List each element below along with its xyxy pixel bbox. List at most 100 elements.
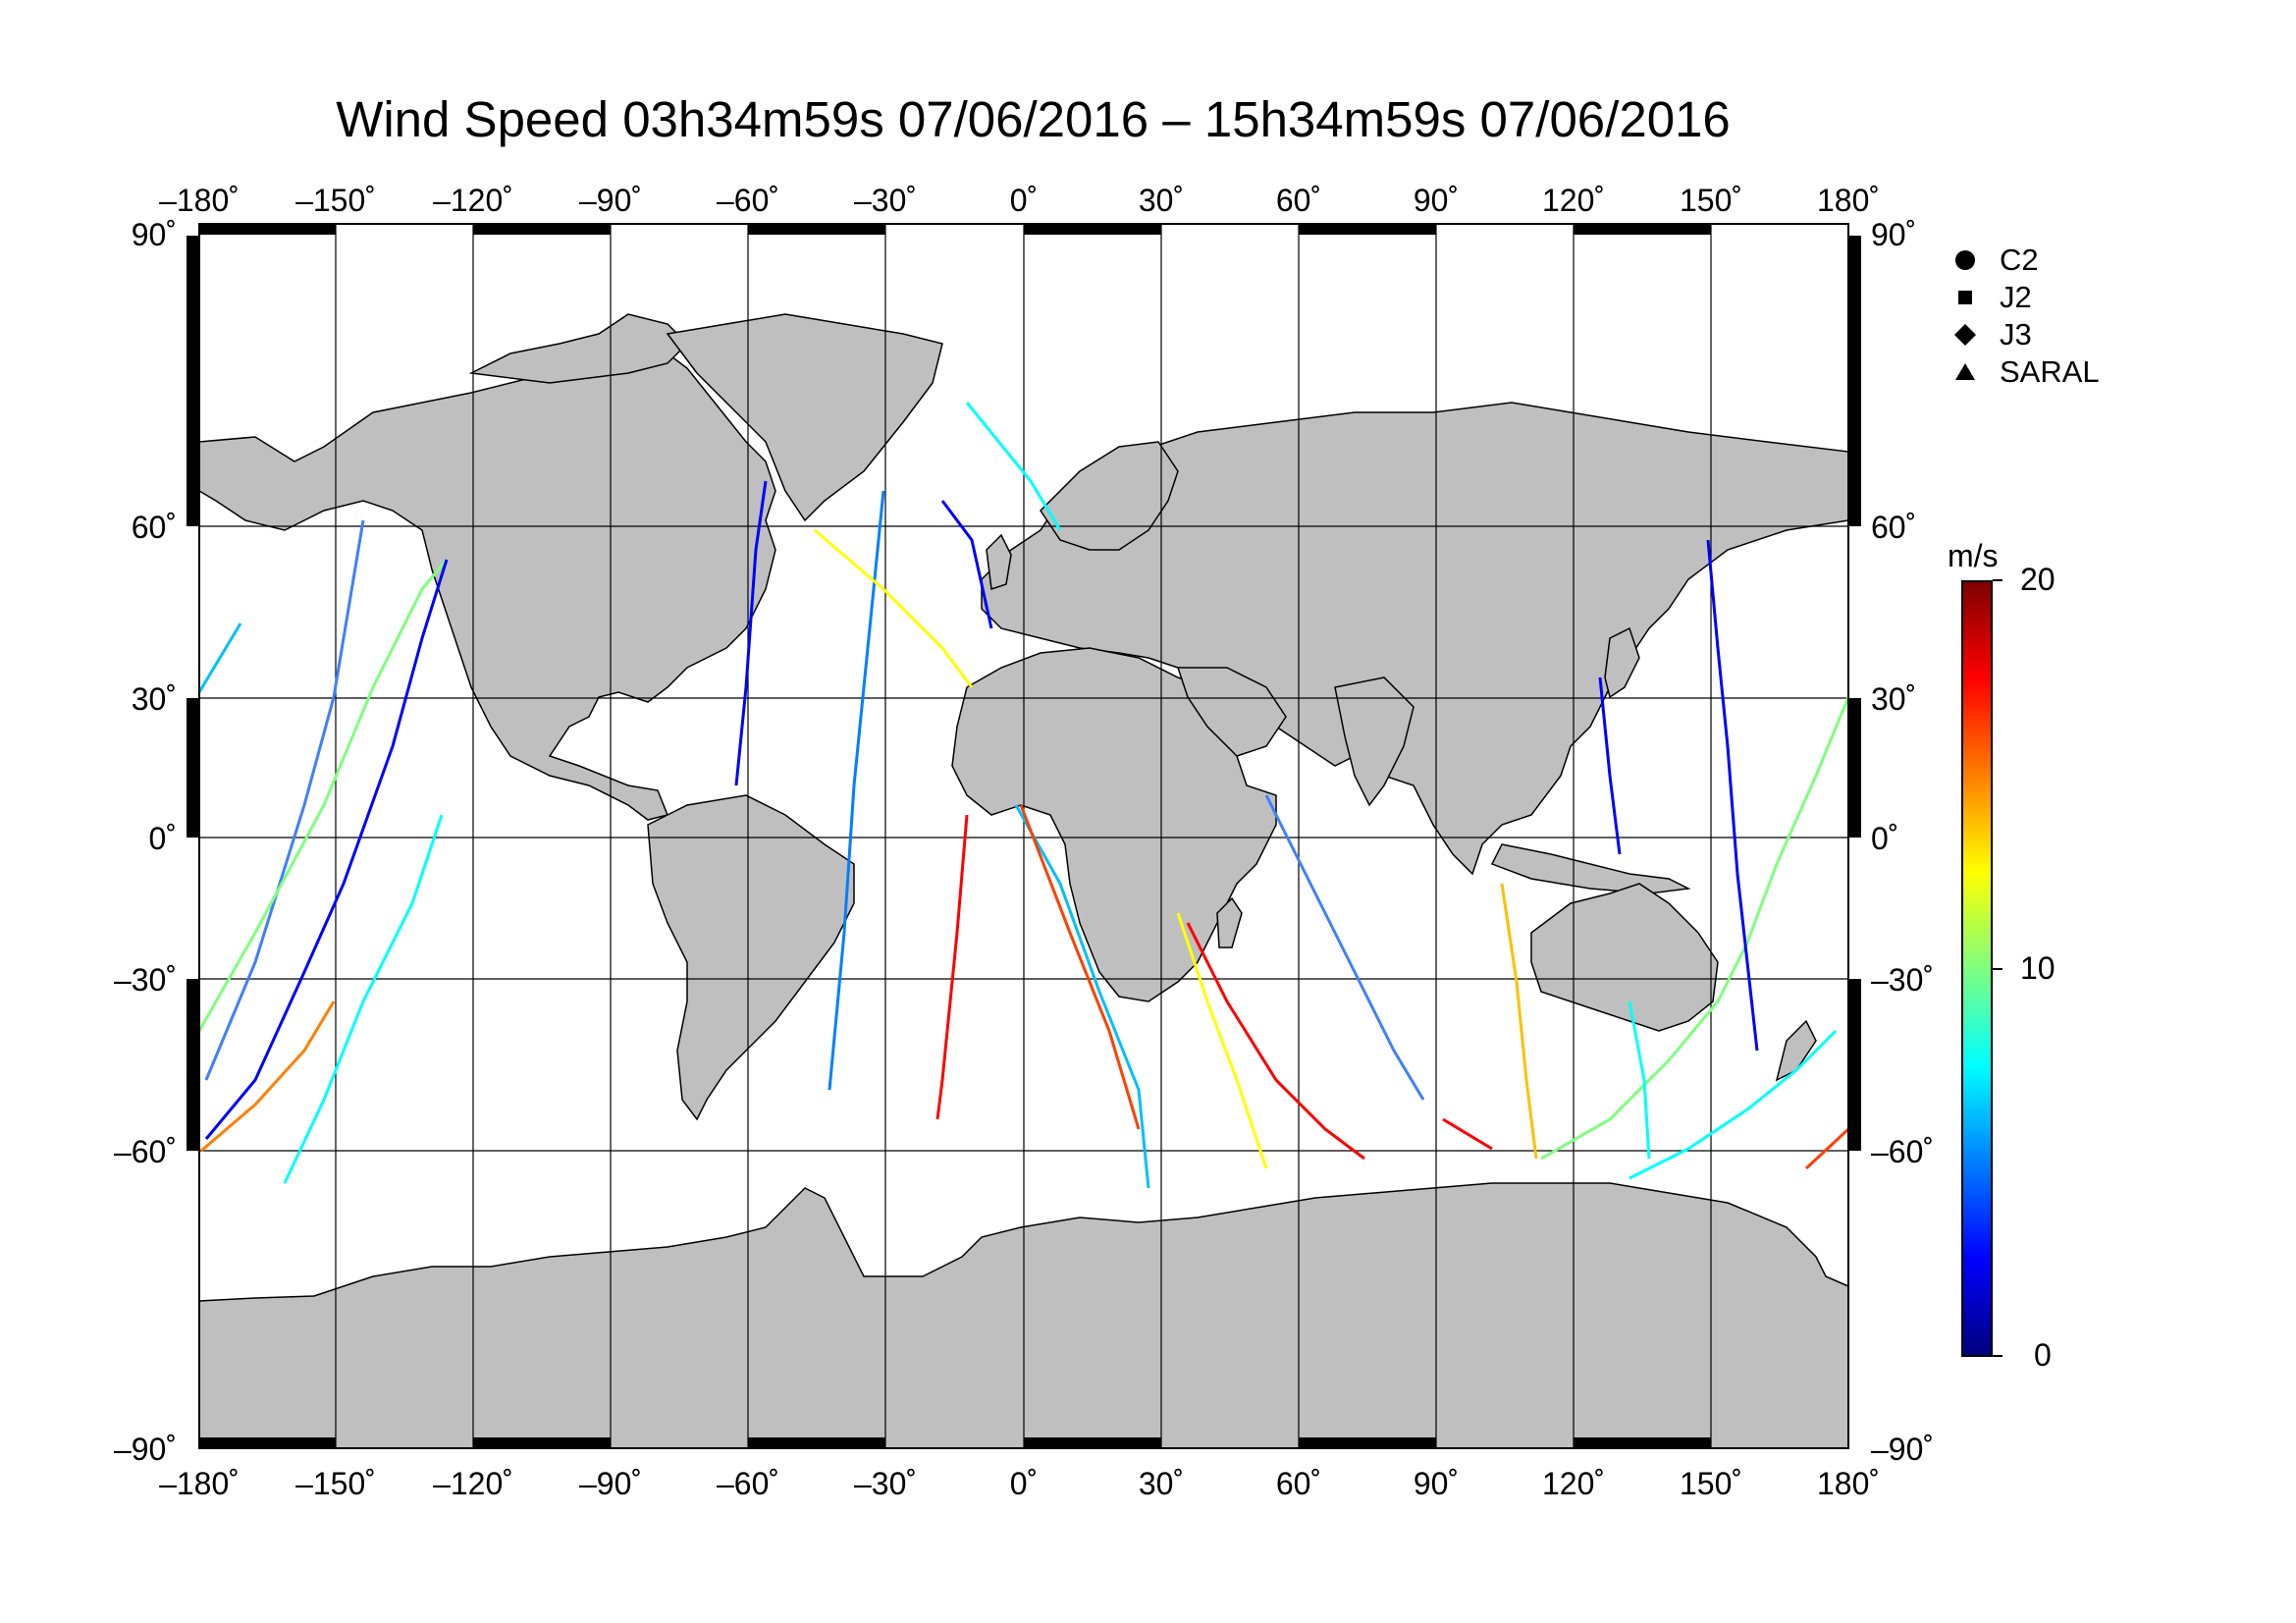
lat-tick: –90˚ <box>114 1432 177 1467</box>
triangle-icon <box>1949 355 1982 389</box>
lat-labels-right: 90˚ 60˚ 30˚ 0˚ –30˚ –60˚ –90˚ <box>1871 217 1934 1467</box>
legend-item-c2: C2 <box>1949 243 2039 278</box>
lat-tick: –60˚ <box>1871 1134 1934 1169</box>
track <box>204 519 365 1081</box>
lon-tick: 180˚ <box>1817 1466 1880 1501</box>
track <box>1442 1117 1493 1151</box>
lat-tick: 0˚ <box>149 821 177 856</box>
lon-tick: –30˚ <box>854 183 917 218</box>
lat-tick: 0˚ <box>1871 821 1898 856</box>
lat-tick: 60˚ <box>1871 510 1916 545</box>
lon-tick: –120˚ <box>433 1466 513 1501</box>
lon-tick: 60˚ <box>1276 1466 1321 1501</box>
track <box>814 528 974 688</box>
square-icon <box>1949 281 1982 314</box>
lon-tick: –90˚ <box>579 183 642 218</box>
track <box>1540 696 1850 1161</box>
lon-tick: 120˚ <box>1542 1466 1605 1501</box>
track <box>197 622 242 693</box>
track <box>940 500 993 629</box>
lon-tick: –150˚ <box>295 183 376 218</box>
track <box>1264 794 1425 1101</box>
land-new-zealand <box>1775 1019 1817 1082</box>
colorbar-tick <box>1993 968 2002 970</box>
land-britain <box>986 533 1012 591</box>
track <box>283 814 444 1184</box>
track <box>1628 1001 1651 1160</box>
lat-tick: –30˚ <box>1871 962 1934 998</box>
lon-labels-top: –180˚ –150˚ –120˚ –90˚ –60˚ –30˚ 0˚ 30˚ … <box>159 183 1880 218</box>
colorbar-max-label: 20 <box>2020 562 2056 597</box>
legend-label: J3 <box>2000 317 2032 352</box>
lon-tick: –120˚ <box>433 183 513 218</box>
legend-item-j2: J2 <box>1949 280 2032 315</box>
lat-tick: –30˚ <box>114 962 177 998</box>
track <box>1176 912 1268 1169</box>
legend-label: J2 <box>2000 280 2032 314</box>
lon-tick: –180˚ <box>159 183 240 218</box>
colorbar-unit: m/s <box>1948 538 1999 573</box>
land-south-america <box>647 794 855 1121</box>
legend-label: SARAL <box>2000 354 2100 389</box>
track <box>1500 883 1538 1160</box>
lon-tick: 150˚ <box>1680 1466 1742 1501</box>
colorbar-tick <box>1993 579 2002 581</box>
lat-tick: 60˚ <box>132 510 177 545</box>
legend-label: C2 <box>2000 243 2039 277</box>
lat-tick: 30˚ <box>1871 681 1916 717</box>
diamond-icon <box>1949 318 1982 352</box>
lon-tick: 120˚ <box>1542 183 1605 218</box>
legend-item-j3: J3 <box>1949 317 2032 352</box>
lon-tick: 90˚ <box>1414 1466 1459 1501</box>
track <box>204 559 449 1140</box>
lat-tick: –60˚ <box>114 1134 177 1169</box>
lon-tick: 180˚ <box>1817 183 1880 218</box>
lon-tick: –60˚ <box>717 183 779 218</box>
lat-tick: 30˚ <box>132 681 177 717</box>
lon-tick: 90˚ <box>1414 183 1459 218</box>
graticule <box>199 224 1848 1448</box>
lat-labels-left: 90˚ 60˚ 30˚ 0˚ –30˚ –60˚ –90˚ <box>114 217 177 1467</box>
lon-tick: 30˚ <box>1139 1466 1184 1501</box>
satellite-tracks <box>197 402 1850 1189</box>
lon-tick: –60˚ <box>717 1466 779 1501</box>
track <box>200 1001 336 1153</box>
track <box>965 402 1062 531</box>
track <box>1804 1127 1850 1170</box>
track <box>1014 804 1150 1189</box>
lon-tick: 60˚ <box>1276 183 1321 218</box>
lon-tick: –90˚ <box>579 1466 642 1501</box>
land-australia <box>1530 883 1719 1032</box>
land-indonesia <box>1490 843 1691 894</box>
track <box>1598 676 1622 855</box>
lat-tick: 90˚ <box>1871 217 1916 252</box>
lon-labels-bottom: –180˚ –150˚ –120˚ –90˚ –60˚ –30˚ 0˚ 30˚ … <box>159 1466 1880 1501</box>
lat-tick: –90˚ <box>1871 1432 1934 1467</box>
lat-tick: 90˚ <box>132 217 177 252</box>
lon-tick: 0˚ <box>1010 183 1038 218</box>
colorbar-mid-label: 10 <box>2020 950 2056 986</box>
colorbar <box>1961 580 1993 1357</box>
land-greenland <box>666 313 943 522</box>
track <box>935 814 969 1120</box>
lon-tick: –150˚ <box>295 1466 376 1501</box>
land-madagascar <box>1216 896 1243 948</box>
land-scandinavia <box>1040 441 1179 551</box>
lon-tick: –30˚ <box>854 1466 917 1501</box>
lon-tick: –180˚ <box>159 1466 240 1501</box>
track <box>1629 1029 1838 1180</box>
track <box>1019 804 1141 1130</box>
map-frame <box>187 223 1861 1449</box>
track <box>1706 539 1759 1052</box>
lon-tick: 30˚ <box>1139 183 1184 218</box>
track <box>197 559 449 1032</box>
track <box>1186 922 1365 1161</box>
land-arabia <box>1176 667 1287 757</box>
land-india <box>1334 676 1415 807</box>
land-japan <box>1604 626 1640 699</box>
colorbar-min-label: 0 <box>2034 1337 2052 1373</box>
track <box>828 490 885 1091</box>
lon-tick: 0˚ <box>1010 1466 1038 1501</box>
track <box>734 480 768 786</box>
